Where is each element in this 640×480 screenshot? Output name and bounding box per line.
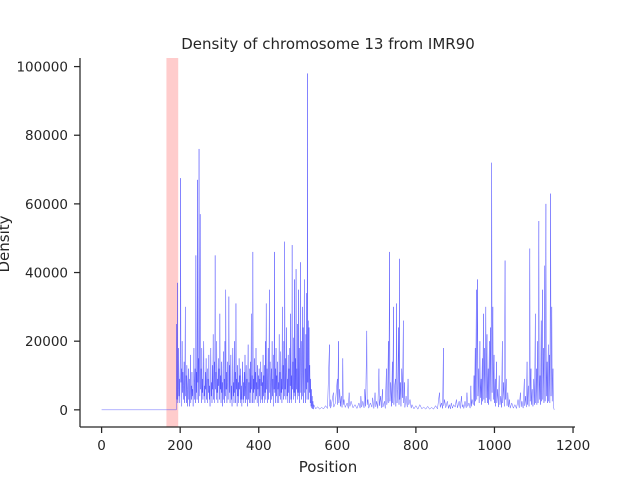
x-axis: 0 200 400 600 800 1000 1200 [80, 426, 590, 454]
y-tick-label: 80000 [25, 128, 68, 144]
highlight-region [166, 58, 179, 427]
y-tick-label: 0 [59, 403, 68, 419]
density-series-line [101, 73, 555, 411]
y-axis: 0 20000 40000 60000 80000 100000 [16, 58, 81, 427]
y-tick-label: 100000 [16, 60, 68, 76]
x-axis-label: Position [299, 458, 357, 476]
chart-title: Density of chromosome 13 from IMR90 [181, 35, 475, 53]
plot-area [101, 58, 555, 427]
y-tick-label: 60000 [25, 197, 68, 213]
x-tick-label: 1200 [556, 438, 590, 454]
x-tick-label: 400 [246, 438, 272, 454]
y-tick-label: 40000 [25, 266, 68, 282]
y-tick-label: 20000 [25, 334, 68, 350]
x-tick-label: 600 [324, 438, 350, 454]
x-tick-label: 1000 [477, 438, 511, 454]
x-tick-label: 0 [97, 438, 106, 454]
x-tick-label: 200 [167, 438, 193, 454]
x-tick-label: 800 [403, 438, 429, 454]
y-axis-label: Density [0, 215, 13, 272]
